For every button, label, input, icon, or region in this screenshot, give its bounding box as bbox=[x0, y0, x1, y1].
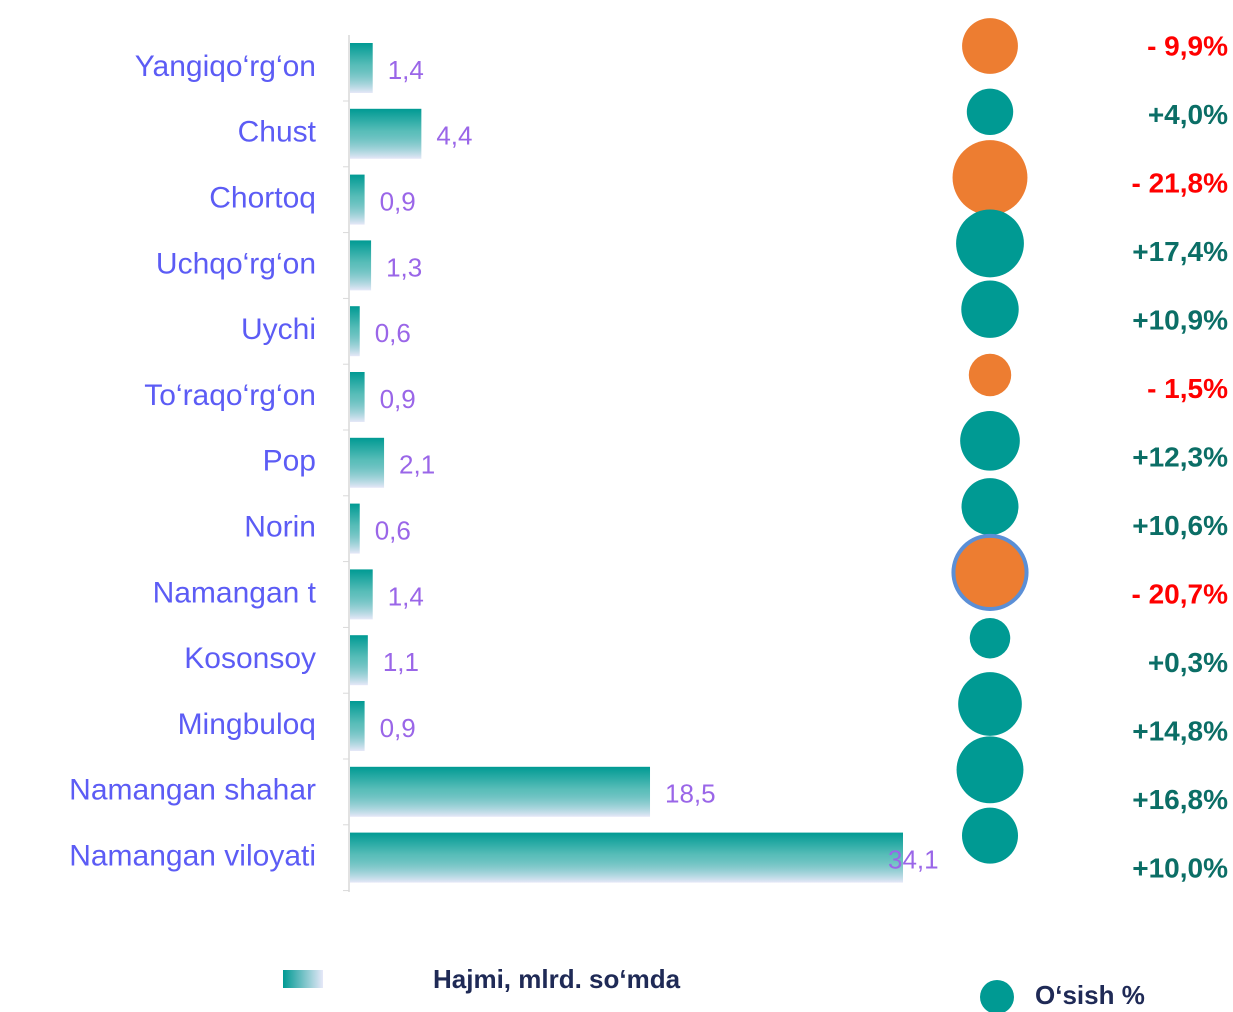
category-label: Mingbuloq bbox=[178, 708, 316, 741]
bubble bbox=[961, 478, 1019, 536]
category-label: Uchqo‘rg‘on bbox=[156, 247, 316, 280]
value-label: 1,4 bbox=[388, 581, 424, 611]
category-label: Namangan shahar bbox=[69, 774, 316, 807]
growth-label: +4,0% bbox=[1148, 99, 1228, 130]
legend-swatch bbox=[283, 970, 323, 988]
growth-label: +0,3% bbox=[1148, 647, 1228, 678]
category-label: Chortoq bbox=[209, 182, 316, 215]
growth-label: +10,0% bbox=[1132, 852, 1228, 883]
value-label: 0,9 bbox=[380, 384, 416, 414]
bubble bbox=[960, 410, 1020, 471]
category-label: Pop bbox=[263, 445, 316, 478]
growth-label: - 1,5% bbox=[1147, 373, 1228, 404]
bubble bbox=[968, 353, 1012, 397]
growth-label: +10,9% bbox=[1132, 304, 1228, 335]
value-label: 0,6 bbox=[375, 515, 411, 545]
bar bbox=[350, 174, 365, 225]
value-label: 1,4 bbox=[388, 55, 424, 85]
bubble bbox=[966, 88, 1014, 135]
bar bbox=[350, 437, 385, 488]
legend-swatch bbox=[980, 980, 1014, 1012]
bar bbox=[350, 503, 360, 554]
bar bbox=[350, 701, 365, 751]
value-label: 34,1 bbox=[888, 844, 939, 874]
category-label: Namangan t bbox=[153, 576, 317, 609]
value-label: 2,1 bbox=[399, 450, 435, 480]
value-label: 1,1 bbox=[383, 647, 419, 677]
value-label: 0,9 bbox=[380, 186, 416, 216]
growth-label: +14,8% bbox=[1132, 715, 1228, 746]
value-label: 4,4 bbox=[436, 121, 472, 151]
bar bbox=[350, 306, 360, 357]
bar bbox=[350, 108, 422, 159]
value-label: 0,9 bbox=[380, 713, 416, 743]
growth-label: +16,8% bbox=[1132, 784, 1228, 815]
bubble bbox=[952, 140, 1028, 216]
category-label: Kosonsoy bbox=[184, 642, 316, 675]
growth-label: +12,3% bbox=[1132, 441, 1228, 472]
bar bbox=[350, 372, 365, 422]
bar bbox=[350, 766, 651, 817]
bar bbox=[350, 569, 373, 620]
bar bbox=[350, 635, 368, 686]
value-label: 0,6 bbox=[375, 318, 411, 348]
category-label: Chust bbox=[238, 116, 317, 149]
bar bbox=[350, 240, 372, 291]
bubble bbox=[958, 672, 1022, 736]
category-label: Uychi bbox=[241, 313, 316, 346]
legend-label: O‘sish % bbox=[1035, 980, 1145, 1010]
growth-label: - 20,7% bbox=[1132, 578, 1229, 609]
bubble bbox=[951, 533, 1029, 611]
growth-label: +17,4% bbox=[1132, 236, 1228, 267]
bar bbox=[350, 43, 373, 93]
bubble bbox=[956, 209, 1024, 278]
bubble bbox=[961, 280, 1019, 338]
category-label: Namangan viloyati bbox=[69, 840, 316, 873]
category-label: Yangiqo‘rg‘on bbox=[135, 50, 316, 83]
bubble bbox=[962, 18, 1018, 74]
category-label: To‘raqo‘rg‘on bbox=[144, 379, 316, 412]
value-label: 1,3 bbox=[386, 252, 422, 282]
bubble bbox=[956, 736, 1024, 804]
bar bbox=[350, 832, 903, 883]
category-label: Norin bbox=[244, 511, 316, 544]
value-label: 18,5 bbox=[665, 779, 716, 809]
growth-label: - 9,9% bbox=[1147, 30, 1228, 61]
bubble bbox=[969, 617, 1011, 659]
growth-label: +10,6% bbox=[1132, 510, 1228, 541]
growth-label: - 21,8% bbox=[1132, 167, 1229, 198]
bubble bbox=[962, 807, 1018, 864]
legend-label: Hajmi, mlrd. so‘mda bbox=[433, 964, 681, 994]
